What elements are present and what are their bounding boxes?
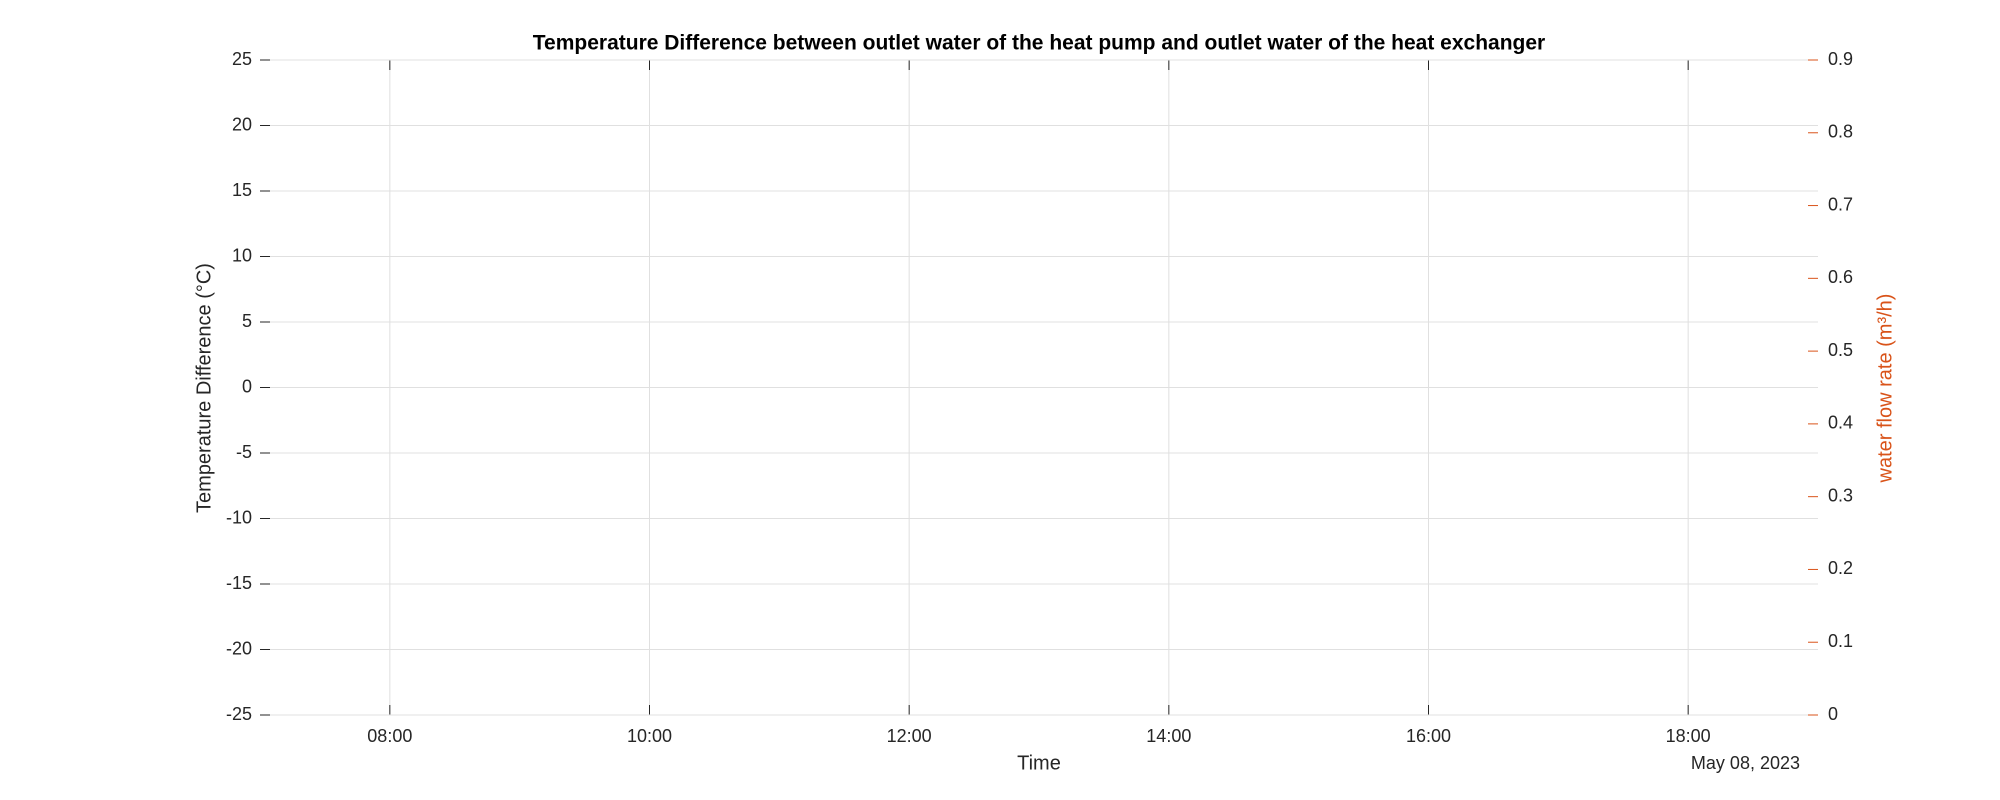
y2-tick-label: 0.4 bbox=[1828, 413, 1853, 433]
x-tick-label: 08:00 bbox=[367, 726, 412, 746]
y2-tick-label: 0.9 bbox=[1828, 49, 1853, 69]
y-tick-label: -20 bbox=[226, 638, 252, 658]
x-tick-label: 10:00 bbox=[627, 726, 672, 746]
y-tick-label: 0 bbox=[242, 376, 252, 396]
y2-tick-label: 0.5 bbox=[1828, 340, 1853, 360]
y-axis-label: Temperature Difference (°C) bbox=[193, 263, 215, 513]
x-tick-label: 12:00 bbox=[887, 726, 932, 746]
y-tick-label: -10 bbox=[226, 507, 252, 527]
y-tick-label: 5 bbox=[242, 311, 252, 331]
x-tick-label: 18:00 bbox=[1666, 726, 1711, 746]
x-axis-label: Time bbox=[1017, 752, 1061, 774]
y-tick-label: 25 bbox=[232, 49, 252, 69]
y2-tick-label: 0 bbox=[1828, 704, 1838, 724]
y2-tick-label: 0.8 bbox=[1828, 122, 1853, 142]
y2-tick-label: 0.3 bbox=[1828, 485, 1853, 505]
y-tick-label: -25 bbox=[226, 704, 252, 724]
y2-tick-label: 0.1 bbox=[1828, 631, 1853, 651]
chart-title: Temperature Difference between outlet wa… bbox=[533, 32, 1545, 55]
x-tick-label: 16:00 bbox=[1406, 726, 1451, 746]
y-tick-label: 20 bbox=[232, 114, 252, 134]
y2-axis-label: water flow rate (m³/h) bbox=[1874, 294, 1896, 484]
y-tick-label: 10 bbox=[232, 245, 252, 265]
y-tick-label: -5 bbox=[236, 442, 252, 462]
y2-tick-label: 0.2 bbox=[1828, 558, 1853, 578]
y-tick-label: -15 bbox=[226, 573, 252, 593]
y2-tick-label: 0.6 bbox=[1828, 267, 1853, 287]
y-tick-label: 15 bbox=[232, 180, 252, 200]
x-tick-label: 14:00 bbox=[1146, 726, 1191, 746]
x-date-label: May 08, 2023 bbox=[1691, 753, 1800, 773]
y2-tick-label: 0.7 bbox=[1828, 194, 1853, 214]
